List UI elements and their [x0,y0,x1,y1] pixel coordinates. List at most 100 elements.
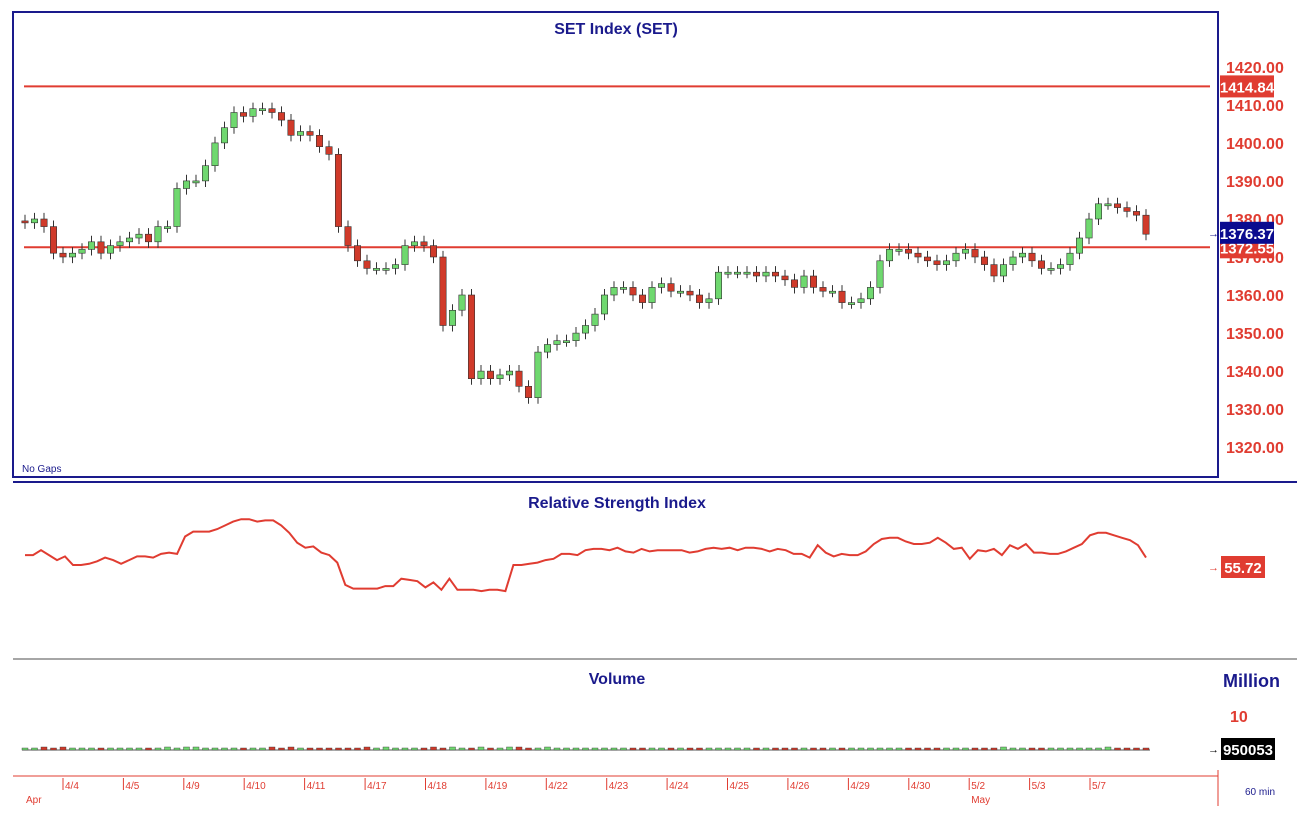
volume-bar [477,746,485,751]
candle [733,271,741,275]
volume-bar [59,746,67,751]
candle [183,180,191,189]
volume-bar [962,747,969,751]
candle [448,309,456,326]
volume-bar [430,746,437,751]
volume-bar [221,747,228,751]
reference-line-label: 1414.84 [1220,79,1275,96]
candle [610,287,618,296]
candle [154,226,162,243]
volume-bar [952,747,960,751]
candle [1076,237,1084,254]
candle [543,344,551,353]
candle [857,298,865,303]
candle [410,241,418,246]
rsi-series: → 55.72 [25,518,1265,593]
volume-bar [202,747,209,751]
volume-bar [373,747,380,751]
candle [1095,203,1103,220]
volume-bar [335,747,342,751]
volume-bar [563,747,570,751]
candle [695,294,703,303]
price-y-axis: 1420.001410.001400.001390.001380.001370.… [1226,60,1284,457]
candle [923,256,931,262]
candle [40,218,48,227]
volume-bar [1057,747,1064,751]
volume-bar [344,747,352,751]
volume-bar [990,747,998,751]
volume-bar [715,747,722,751]
volume-bar [249,747,257,751]
volume-bar [126,747,133,751]
volume-bar [743,747,751,751]
volume-unit-label: Million [1223,671,1280,691]
volume-bar [1066,747,1074,751]
volume-last-badge [1221,738,1275,760]
rsi-last-badge [1221,556,1265,578]
candle [334,154,342,227]
volume-bar [278,747,285,751]
candle [828,290,836,294]
last-value-label: 1376.37 [1220,226,1274,243]
candle [1085,218,1093,239]
candle [591,313,599,326]
price-y-tick-label: 1360.00 [1226,288,1284,305]
volume-bar [829,747,836,751]
candle [467,294,475,379]
volume-bar [914,747,922,751]
volume-bar [107,747,114,751]
volume-bar [97,747,105,751]
candle [1066,252,1074,265]
volume-bar [781,747,789,751]
candle [743,271,751,275]
candle [667,283,675,292]
candle [439,256,447,326]
volume-bars: → 950053 [21,738,1275,760]
candle [240,112,248,117]
candle [382,268,390,271]
candle [838,290,846,303]
candle [325,146,333,155]
x-tick-label: 4/5 [125,781,139,792]
candle [676,290,684,294]
x-tick-label: 4/26 [790,781,810,792]
candle [1028,252,1036,262]
candle [21,220,29,224]
volume-bar [667,747,675,751]
volume-bar [392,747,399,751]
reference-line-label: 1372.55 [1220,240,1274,257]
volume-bar [135,747,143,751]
volume-bar [696,747,703,751]
price-y-tick-label: 1330.00 [1226,402,1284,419]
volume-bar [1009,747,1017,751]
price-y-tick-label: 1320.00 [1226,440,1284,457]
volume-bar [601,747,608,751]
volume-bar [639,747,646,751]
volume-bar [734,747,741,751]
price-y-tick-label: 1400.00 [1226,136,1284,153]
volume-bar [1095,747,1102,751]
candle [705,298,713,303]
x-month-label: Apr [26,795,42,806]
volume-bar [1104,746,1112,751]
volume-bar [971,747,979,751]
price-y-tick-label: 1410.00 [1226,98,1284,115]
volume-bar [420,747,428,751]
candle [429,245,437,258]
candle [876,260,884,288]
candle [353,245,361,262]
volume-bar [458,747,466,751]
x-tick-label: 4/25 [730,781,750,792]
volume-bar [895,747,903,751]
x-tick-label: 4/24 [669,781,689,792]
last-value-badge [1220,221,1274,244]
candle [933,260,941,265]
rsi-title: Relative Strength Index [528,495,706,512]
price-y-tick-label: 1340.00 [1226,364,1284,381]
volume-bar [1133,747,1140,751]
volume-bar [572,747,580,751]
volume-bar [933,747,941,751]
volume-bar [173,747,181,751]
x-tick-label: 5/2 [971,781,985,792]
volume-last-label: 950053 [1223,742,1273,759]
